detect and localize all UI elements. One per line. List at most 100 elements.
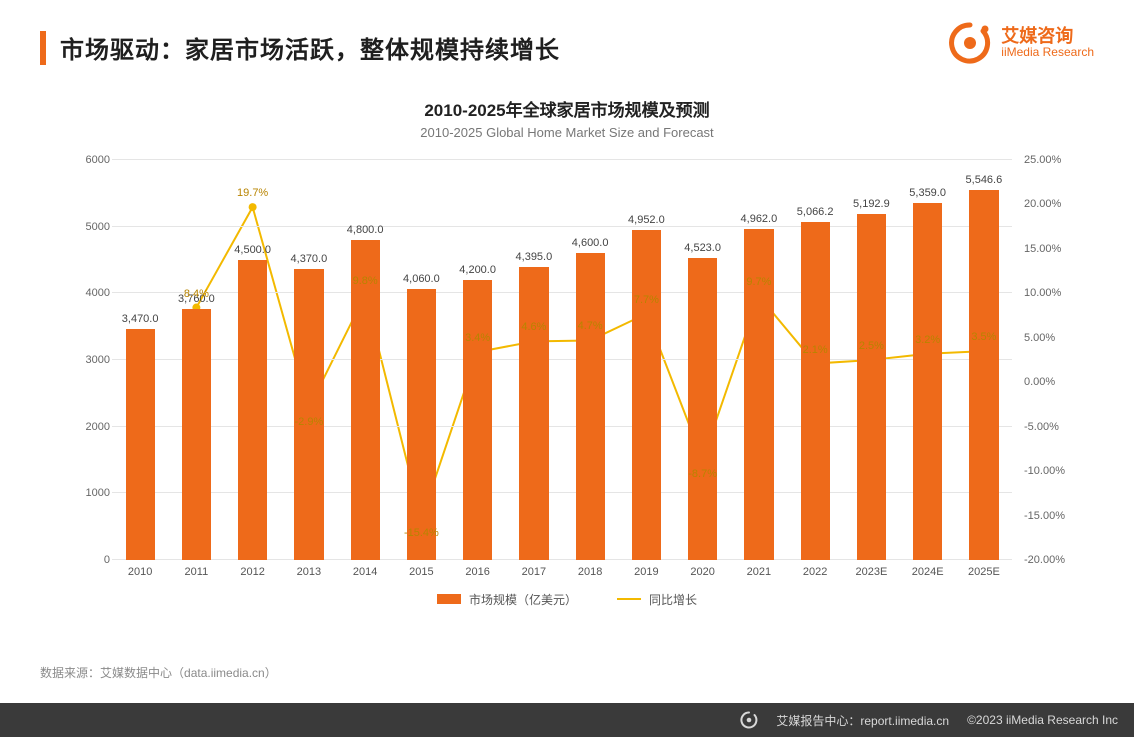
x-axis-labels: 2010201120122013201420152016201720182019… bbox=[112, 566, 1012, 584]
brand-logo: 艾媒咨询 iiMedia Research bbox=[949, 22, 1094, 64]
line-value-label: 4.6% bbox=[521, 321, 546, 333]
bar bbox=[576, 253, 605, 560]
x-tick-label: 2010 bbox=[128, 566, 152, 578]
legend-label-bar: 市场规模（亿美元） bbox=[469, 591, 577, 608]
x-tick-label: 2016 bbox=[465, 566, 489, 578]
x-tick-label: 2024E bbox=[912, 566, 944, 578]
legend-item-bar: 市场规模（亿美元） bbox=[437, 591, 577, 608]
bar-value-label: 4,500.0 bbox=[234, 244, 271, 256]
x-tick-label: 2019 bbox=[634, 566, 658, 578]
footer-copyright: ©2023 iiMedia Research Inc bbox=[967, 713, 1118, 727]
y-right-tick: 10.00% bbox=[1024, 287, 1074, 299]
line-value-label: 19.7% bbox=[237, 187, 268, 199]
bar bbox=[182, 309, 211, 560]
line-value-label: 3.5% bbox=[971, 331, 996, 343]
bar-value-label: 4,962.0 bbox=[741, 213, 778, 225]
y-left-tick: 2000 bbox=[60, 421, 110, 433]
legend-swatch-bar bbox=[437, 594, 461, 604]
footer: 艾媒报告中心：report.iimedia.cn ©2023 iiMedia R… bbox=[0, 703, 1134, 737]
y-right-tick: -15.00% bbox=[1024, 510, 1074, 522]
brand-name-en: iiMedia Research bbox=[1001, 46, 1094, 59]
bar-value-label: 5,066.2 bbox=[797, 206, 834, 218]
bar bbox=[688, 258, 717, 560]
bar bbox=[519, 267, 548, 560]
chart-title-en: 2010-2025 Global Home Market Size and Fo… bbox=[0, 125, 1134, 140]
legend-swatch-line bbox=[617, 598, 641, 600]
data-source: 数据来源：艾媒数据中心（data.iimedia.cn） bbox=[40, 664, 277, 681]
bar-value-label: 4,370.0 bbox=[291, 253, 328, 265]
line-value-label: 4.7% bbox=[578, 320, 603, 332]
bar bbox=[407, 289, 436, 560]
y-left-tick: 1000 bbox=[60, 487, 110, 499]
line-value-label: 8.4% bbox=[184, 288, 209, 300]
grid-line bbox=[112, 159, 1012, 160]
bar-value-label: 4,523.0 bbox=[684, 242, 721, 254]
x-tick-label: 2020 bbox=[690, 566, 714, 578]
bar bbox=[801, 222, 830, 560]
y-right-tick: 20.00% bbox=[1024, 198, 1074, 210]
bar bbox=[463, 280, 492, 560]
y-left-tick: 4000 bbox=[60, 287, 110, 299]
bar bbox=[857, 214, 886, 560]
source-prefix: 数据来源： bbox=[40, 666, 100, 680]
bar-value-label: 3,470.0 bbox=[122, 313, 159, 325]
plot-area: 3,470.03,760.04,500.04,370.04,800.04,060… bbox=[112, 160, 1012, 560]
line-value-label: -2.9% bbox=[295, 416, 324, 428]
line-value-label: 2.1% bbox=[803, 344, 828, 356]
y-right-tick: 5.00% bbox=[1024, 332, 1074, 344]
line-value-label: 9.7% bbox=[746, 276, 771, 288]
bar-value-label: 5,546.6 bbox=[966, 174, 1003, 186]
bar bbox=[238, 260, 267, 560]
bar bbox=[969, 190, 998, 560]
x-tick-label: 2023E bbox=[855, 566, 887, 578]
x-tick-label: 2025E bbox=[968, 566, 1000, 578]
brand-name-cn: 艾媒咨询 bbox=[1001, 27, 1094, 47]
legend-label-line: 同比增长 bbox=[649, 591, 697, 608]
y-right-tick: 15.00% bbox=[1024, 243, 1074, 255]
title-accent bbox=[40, 31, 46, 65]
chart-titles: 2010-2025年全球家居市场规模及预测 2010-2025 Global H… bbox=[0, 96, 1134, 140]
page-title: 市场驱动：家居市场活跃，整体规模持续增长 bbox=[60, 30, 560, 65]
line-marker bbox=[249, 203, 257, 211]
y-left-axis: 0100020003000400050006000 bbox=[60, 160, 110, 560]
y-left-tick: 6000 bbox=[60, 154, 110, 166]
x-tick-label: 2012 bbox=[240, 566, 264, 578]
bar-value-label: 4,600.0 bbox=[572, 237, 609, 249]
bar bbox=[126, 329, 155, 560]
line-value-label: -8.7% bbox=[688, 468, 717, 480]
y-right-tick: 0.00% bbox=[1024, 376, 1074, 388]
brand-mark-icon bbox=[949, 22, 991, 64]
bar-value-label: 5,192.9 bbox=[853, 198, 890, 210]
x-tick-label: 2015 bbox=[409, 566, 433, 578]
footer-report-label: 艾媒报告中心： bbox=[776, 714, 860, 728]
bar-value-label: 4,200.0 bbox=[459, 264, 496, 276]
y-right-tick: -10.00% bbox=[1024, 465, 1074, 477]
line-value-label: -15.4% bbox=[404, 527, 439, 539]
source-text: 艾媒数据中心（data.iimedia.cn） bbox=[100, 666, 277, 680]
y-left-tick: 5000 bbox=[60, 221, 110, 233]
bar-value-label: 5,359.0 bbox=[909, 187, 946, 199]
x-tick-label: 2022 bbox=[803, 566, 827, 578]
line-value-label: 9.8% bbox=[353, 275, 378, 287]
legend: 市场规模（亿美元） 同比增长 bbox=[60, 588, 1074, 610]
bar-value-label: 4,952.0 bbox=[628, 214, 665, 226]
line-value-label: 3.4% bbox=[465, 332, 490, 344]
bar bbox=[913, 203, 942, 560]
line-value-label: 2.5% bbox=[859, 340, 884, 352]
x-tick-label: 2021 bbox=[747, 566, 771, 578]
bar-value-label: 4,060.0 bbox=[403, 273, 440, 285]
line-value-label: 7.7% bbox=[634, 294, 659, 306]
y-right-tick: -20.00% bbox=[1024, 554, 1074, 566]
x-tick-label: 2011 bbox=[185, 566, 209, 578]
y-right-tick: -5.00% bbox=[1024, 421, 1074, 433]
bar bbox=[632, 230, 661, 560]
x-tick-label: 2018 bbox=[578, 566, 602, 578]
footer-logo-icon bbox=[740, 711, 758, 729]
chart-title-cn: 2010-2025年全球家居市场规模及预测 bbox=[0, 96, 1134, 121]
bar bbox=[351, 240, 380, 560]
chart: 0100020003000400050006000 -20.00%-15.00%… bbox=[60, 150, 1074, 610]
title-bar: 市场驱动：家居市场活跃，整体规模持续增长 bbox=[40, 30, 560, 65]
y-right-tick: 25.00% bbox=[1024, 154, 1074, 166]
y-left-tick: 3000 bbox=[60, 354, 110, 366]
legend-item-line: 同比增长 bbox=[617, 591, 697, 608]
